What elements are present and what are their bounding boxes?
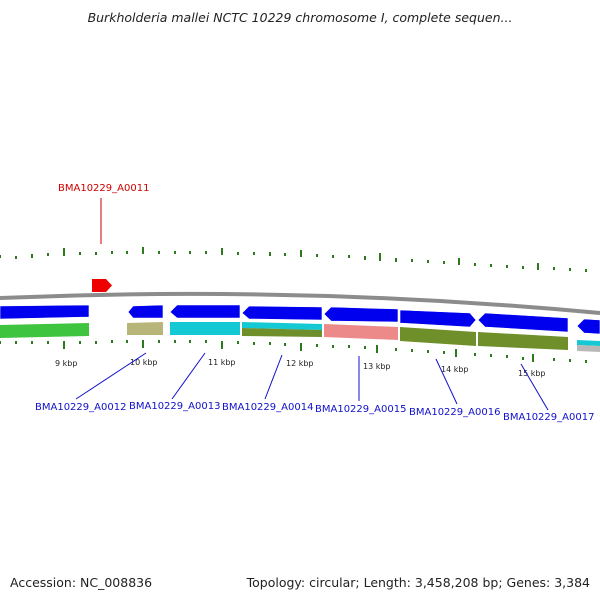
gene-arrows-lane [0,304,600,335]
gene-a0011-arrow[interactable] [92,279,112,292]
gene-label-a0015[interactable]: BMA10229_A0015 [315,404,406,415]
gene-arrow[interactable] [127,304,164,319]
gene-arrow[interactable] [399,309,477,328]
gene-label-a0017[interactable]: BMA10229_A0017 [503,412,594,423]
scale-label-9kbp: 9 kbp [55,359,77,368]
category-band-grey [577,345,600,352]
scale-label-10kbp: 10 kbp [130,358,158,367]
category-band-olive [478,332,568,350]
gene-label-a0014[interactable]: BMA10229_A0014 [222,402,313,413]
gene-arrow[interactable] [477,312,569,333]
gene-arrow[interactable] [576,318,600,335]
map-title: Burkholderia mallei NCTC 10229 chromosom… [87,10,513,25]
gene-label-a0012[interactable]: BMA10229_A0012 [35,402,126,413]
category-band-green [0,323,89,338]
category-band-cyan [242,322,322,330]
scale-label-11kbp: 11 kbp [208,358,236,367]
scale-ticks [0,340,587,363]
scale-label-15kbp: 15 kbp [518,369,546,378]
top-feature-ticks [0,247,587,272]
gene-category-lane [0,322,600,352]
scale-label-13kbp: 13 kbp [363,362,391,371]
gene-arrow[interactable] [241,305,323,321]
gene-label-a0011[interactable]: BMA10229_A0011 [58,183,149,194]
gene-label-a0016[interactable]: BMA10229_A0016 [409,407,500,418]
gene-arrow[interactable] [0,304,90,320]
scale-label-14kbp: 14 kbp [441,365,469,374]
gene-arrow[interactable] [169,304,241,319]
category-band-olive [242,328,322,337]
category-band-cyan [170,322,240,335]
genome-summary-text: Topology: circular; Length: 3,458,208 bp… [246,575,590,590]
category-band-cyan [577,340,600,346]
gene-label-a0013[interactable]: BMA10229_A0013 [129,401,220,412]
gene-arrow[interactable] [323,306,399,323]
scale-label-12kbp: 12 kbp [286,359,314,368]
gene-label-leaders [75,198,549,411]
category-band-khaki [127,322,163,335]
accession-text: Accession: NC_008836 [10,575,153,590]
category-band-salmon [324,324,398,340]
chromosome-backbone [0,291,600,315]
category-band-olive [400,327,476,346]
